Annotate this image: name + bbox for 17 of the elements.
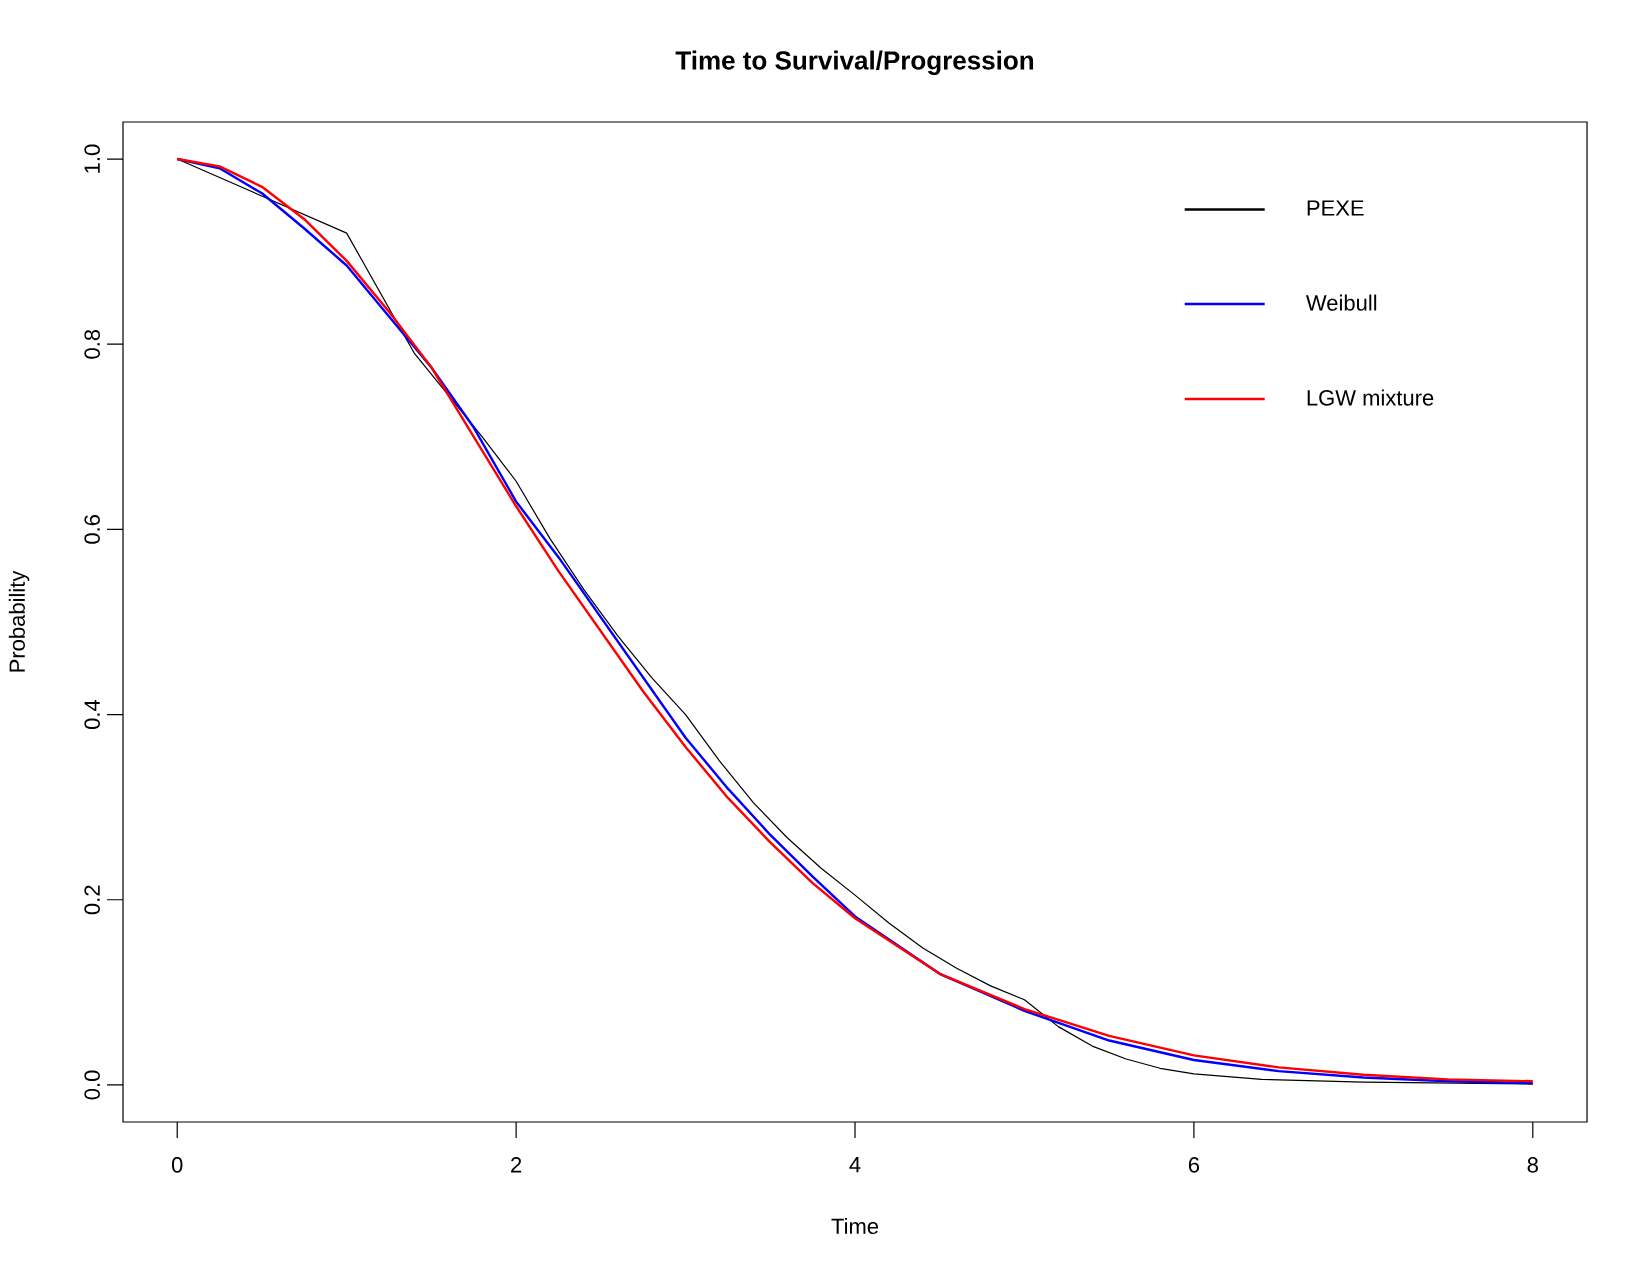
y-tick-label: 1.0 [84, 144, 100, 173]
x-tick-label: 8 [1527, 1157, 1538, 1173]
x-tick-label: 4 [849, 1157, 861, 1173]
legend-label: Weibull [1306, 294, 1377, 311]
y-tick-label: 0.8 [84, 329, 100, 359]
legend-label: LGW mixture [1307, 389, 1434, 406]
y-axis-title: Probability [8, 570, 30, 672]
y-tick-label: 0.2 [84, 885, 100, 915]
legend-label: PEXE [1307, 200, 1364, 216]
x-axis-title: Time [831, 1217, 879, 1235]
y-tick-label: 0.0 [84, 1070, 100, 1100]
x-tick-label: 2 [511, 1157, 522, 1173]
y-tick-label: 0.4 [84, 699, 100, 730]
x-tick-label: 0 [171, 1157, 183, 1173]
y-tick-label: 0.6 [84, 515, 100, 544]
chart-title: Time to Survival/Progression [675, 50, 1034, 75]
x-tick-label: 6 [1188, 1157, 1200, 1173]
